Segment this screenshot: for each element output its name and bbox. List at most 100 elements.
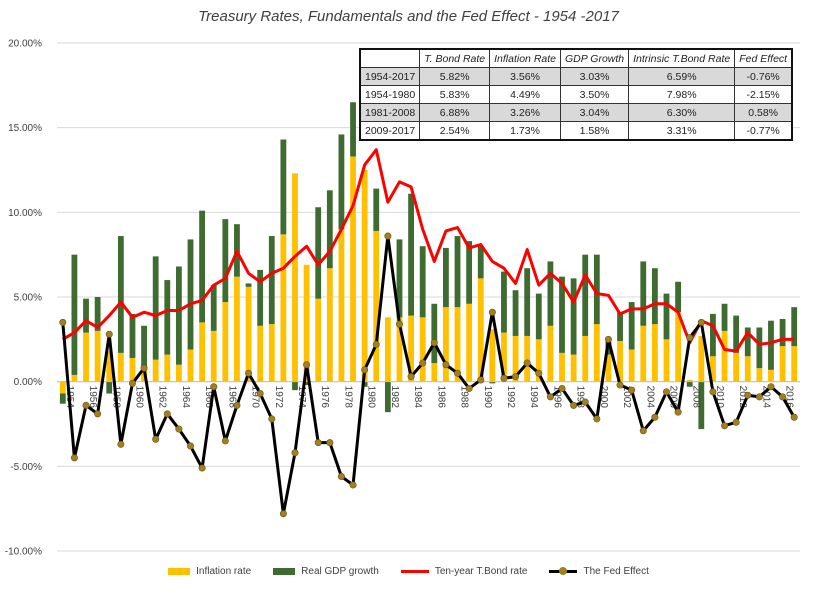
x-tick-label: 1968 bbox=[226, 386, 237, 409]
fed-effect-point bbox=[500, 374, 508, 382]
fed-effect-point bbox=[593, 415, 601, 423]
fed-effect-point bbox=[152, 435, 160, 443]
inflation-bar bbox=[593, 324, 600, 382]
fed-effect-point bbox=[82, 401, 90, 409]
inflation-bar bbox=[524, 335, 531, 382]
x-tick-label: 2014 bbox=[760, 386, 771, 409]
legend-swatch-tbond bbox=[400, 570, 429, 573]
table-header-cell: Inflation Rate bbox=[489, 48, 561, 68]
legend-item-gdp: Real GDP growth bbox=[273, 566, 379, 577]
fed-effect-point bbox=[326, 439, 334, 447]
x-tick-label: 1972 bbox=[273, 386, 284, 409]
inflation-bar bbox=[71, 374, 78, 382]
fed-effect-point bbox=[767, 383, 775, 391]
gdp-bar bbox=[408, 193, 414, 316]
table-cell: 5.82% bbox=[419, 67, 491, 86]
table-header-cell: Intrinsic T.Bond Rate bbox=[628, 48, 736, 68]
fed-effect-point bbox=[70, 454, 78, 462]
gdp-bar bbox=[651, 268, 658, 325]
table-row-label: 2009-2017 bbox=[359, 121, 421, 141]
gdp-bar bbox=[199, 210, 206, 323]
inflation-bar bbox=[466, 303, 473, 382]
x-tick-label: 2010 bbox=[714, 386, 725, 409]
inflation-bar bbox=[408, 315, 414, 382]
inflation-bar bbox=[640, 325, 647, 382]
gdp-bar bbox=[593, 254, 600, 325]
legend-swatch-fed bbox=[549, 567, 578, 575]
fed-effect-point bbox=[94, 410, 102, 418]
y-tick-label: 10.00% bbox=[8, 208, 42, 219]
gdp-bar bbox=[268, 236, 275, 325]
gdp-bar bbox=[106, 381, 113, 394]
fed-effect-point bbox=[651, 413, 659, 421]
table-header-cell bbox=[359, 48, 421, 68]
x-tick-label: 1970 bbox=[250, 386, 261, 409]
x-tick-label: 2000 bbox=[598, 386, 609, 409]
gdp-bar bbox=[686, 381, 693, 387]
gdp-bar bbox=[338, 134, 345, 230]
inflation-bar bbox=[94, 330, 101, 382]
gdp-bar bbox=[744, 327, 751, 357]
table-cell: 3.04% bbox=[559, 103, 630, 122]
fed-effect-point bbox=[233, 401, 241, 409]
fed-effect-point bbox=[245, 369, 253, 377]
inflation-bar bbox=[210, 330, 217, 382]
table-cell: 3.26% bbox=[489, 103, 561, 122]
x-tick-label: 2002 bbox=[621, 386, 632, 409]
inflation-bar bbox=[361, 170, 368, 382]
inflation-bar bbox=[756, 368, 763, 382]
inflation-bar bbox=[292, 173, 298, 382]
inflation-bar bbox=[605, 354, 612, 382]
gdp-bar bbox=[663, 293, 670, 340]
table-cell: 3.50% bbox=[559, 85, 630, 104]
fed-effect-point bbox=[662, 388, 670, 396]
gdp-bar bbox=[396, 239, 403, 318]
table-header-cell: T. Bond Rate bbox=[419, 48, 491, 68]
inflation-bar bbox=[547, 325, 554, 382]
legend-label-inflation: Inflation rate bbox=[196, 566, 252, 577]
inflation-bar bbox=[791, 346, 798, 382]
inflation-bar bbox=[559, 352, 565, 382]
x-tick-label: 1984 bbox=[412, 386, 423, 409]
inflation-bar bbox=[396, 317, 403, 382]
gdp-bar bbox=[454, 236, 461, 308]
table-cell: 4.49% bbox=[489, 85, 561, 104]
inflation-bar bbox=[651, 324, 658, 382]
y-tick-label: 5.00% bbox=[14, 293, 42, 304]
inflation-bar bbox=[384, 317, 391, 382]
x-tick-label: 1992 bbox=[505, 386, 516, 409]
inflation-bar bbox=[582, 335, 589, 382]
gdp-bar bbox=[152, 256, 159, 360]
table-cell: 3.03% bbox=[559, 67, 630, 86]
y-tick-label: -5.00% bbox=[10, 462, 42, 473]
inflation-bar bbox=[617, 341, 623, 382]
inflation-bar bbox=[350, 156, 356, 382]
inflation-bar bbox=[431, 363, 438, 382]
gdp-bar bbox=[489, 381, 496, 384]
table-row: 2009-2017 2.54% 1.73% 1.58% 3.31% -0.77% bbox=[359, 121, 793, 141]
inflation-bar bbox=[779, 346, 786, 382]
fed-effect-point bbox=[395, 320, 403, 328]
inflation-bar bbox=[326, 268, 333, 382]
gdp-bar bbox=[443, 247, 449, 308]
gdp-bar bbox=[779, 319, 786, 347]
fed-effect-point bbox=[779, 393, 787, 401]
legend-label-gdp: Real GDP growth bbox=[301, 566, 379, 577]
fed-effect-point bbox=[419, 359, 427, 367]
fed-effect-point bbox=[175, 425, 183, 433]
fed-effect-point bbox=[523, 359, 531, 367]
inflation-bar bbox=[535, 339, 542, 382]
fed-effect-point bbox=[709, 388, 717, 396]
table-header-cell: Fed Effect bbox=[734, 48, 793, 68]
inflation-bar bbox=[489, 329, 496, 382]
legend-item-tbond: Ten-year T.Bond rate bbox=[400, 566, 527, 577]
fed-effect-point bbox=[268, 415, 276, 423]
gdp-bar bbox=[721, 303, 728, 331]
x-tick-label: 1998 bbox=[575, 386, 586, 409]
fed-effect-point bbox=[616, 381, 624, 389]
inflation-bar bbox=[338, 229, 345, 382]
inflation-bar bbox=[419, 317, 426, 382]
fed-effect-point bbox=[535, 369, 543, 377]
gdp-bar bbox=[512, 290, 519, 336]
inflation-bar bbox=[117, 352, 124, 382]
